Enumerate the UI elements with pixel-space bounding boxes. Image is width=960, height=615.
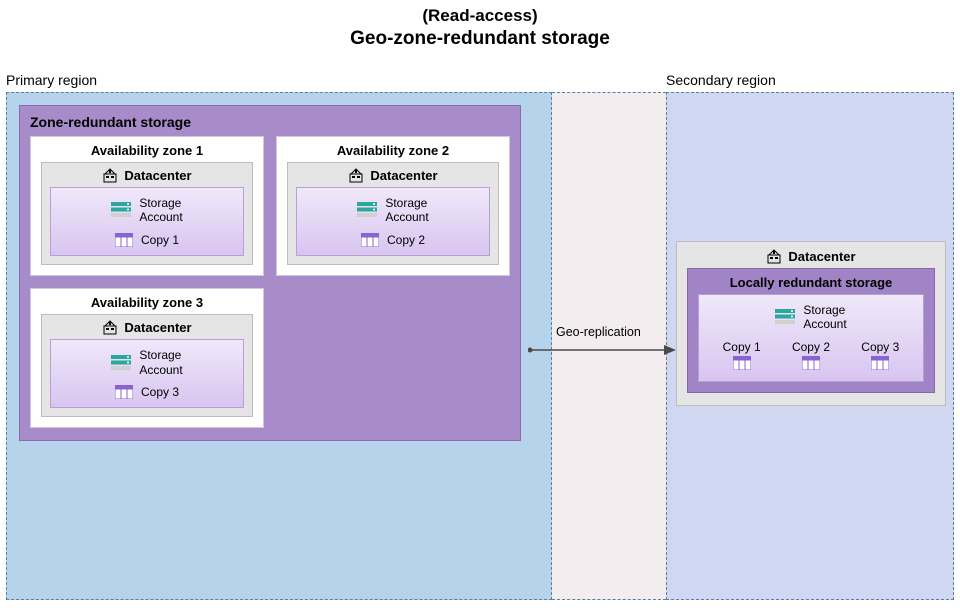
secondary-region-label: Secondary region (666, 72, 776, 88)
datacenter-icon (102, 167, 118, 183)
lrs-box: Locally redundant storage Storage Accoun… (687, 268, 935, 393)
lrs-copy-1-label: Copy 1 (723, 340, 761, 354)
az-grid: Availability zone 1 Datacenter Storage A… (30, 136, 510, 428)
az2-title: Availability zone 2 (287, 143, 499, 158)
storage-icon (775, 309, 795, 325)
title-line-2: Geo-zone-redundant storage (0, 28, 960, 50)
az3-title: Availability zone 3 (41, 295, 253, 310)
az2-storage-account: Storage Account Copy 2 (296, 187, 490, 256)
availability-zone-3: Availability zone 3 Datacenter Storage A… (30, 288, 264, 428)
datacenter-icon (348, 167, 364, 183)
az1-title: Availability zone 1 (41, 143, 253, 158)
az3-datacenter-label: Datacenter (124, 320, 191, 335)
storage-icon (111, 202, 131, 218)
copy-icon (115, 385, 133, 399)
lrs-copy-2: Copy 2 (792, 340, 830, 373)
lrs-title: Locally redundant storage (698, 275, 924, 290)
lrs-copy-3: Copy 3 (861, 340, 899, 373)
az1-copy-label: Copy 1 (141, 233, 179, 247)
az1-datacenter: Datacenter Storage Account Copy 1 (41, 162, 253, 265)
lrs-container: Datacenter Locally redundant storage Sto… (676, 241, 946, 406)
storage-icon (357, 202, 377, 218)
az1-storage-label: Storage Account (139, 196, 182, 225)
az3-copy-label: Copy 3 (141, 385, 179, 399)
primary-region-label: Primary region (6, 72, 97, 88)
datacenter-icon (102, 319, 118, 335)
az1-datacenter-label: Datacenter (124, 168, 191, 183)
az3-storage-account: Storage Account Copy 3 (50, 339, 244, 408)
copy-icon (733, 356, 751, 370)
datacenter-icon (766, 248, 782, 264)
copy-icon (802, 356, 820, 370)
storage-icon (111, 355, 131, 371)
lrs-copies: Copy 1 Copy 2 Copy 3 (707, 340, 915, 373)
secondary-datacenter: Datacenter Locally redundant storage Sto… (676, 241, 946, 406)
diagram-title: (Read-access) Geo-zone-redundant storage (0, 0, 960, 50)
title-line-1: (Read-access) (0, 6, 960, 26)
lrs-storage-label: Storage Account (803, 303, 846, 332)
copy-icon (871, 356, 889, 370)
availability-zone-2: Availability zone 2 Datacenter Storage A… (276, 136, 510, 276)
lrs-storage-account: Storage Account Copy 1 Copy 2 Copy 3 (698, 294, 924, 382)
az1-storage-account: Storage Account Copy 1 (50, 187, 244, 256)
az2-copy-label: Copy 2 (387, 233, 425, 247)
copy-icon (115, 233, 133, 247)
az3-storage-label: Storage Account (139, 348, 182, 377)
az2-datacenter-label: Datacenter (370, 168, 437, 183)
az2-storage-label: Storage Account (385, 196, 428, 225)
az3-datacenter: Datacenter Storage Account Copy 3 (41, 314, 253, 417)
availability-zone-1: Availability zone 1 Datacenter Storage A… (30, 136, 264, 276)
lrs-copy-1: Copy 1 (723, 340, 761, 373)
primary-region: Zone-redundant storage Availability zone… (6, 92, 552, 600)
secondary-region: Datacenter Locally redundant storage Sto… (666, 92, 954, 600)
zrs-title: Zone-redundant storage (30, 114, 510, 130)
lrs-copy-3-label: Copy 3 (861, 340, 899, 354)
geo-replication-label: Geo-replication (556, 325, 641, 339)
zrs-container: Zone-redundant storage Availability zone… (19, 105, 521, 441)
secondary-datacenter-label: Datacenter (788, 249, 855, 264)
copy-icon (361, 233, 379, 247)
az2-datacenter: Datacenter Storage Account Copy 2 (287, 162, 499, 265)
lrs-copy-2-label: Copy 2 (792, 340, 830, 354)
